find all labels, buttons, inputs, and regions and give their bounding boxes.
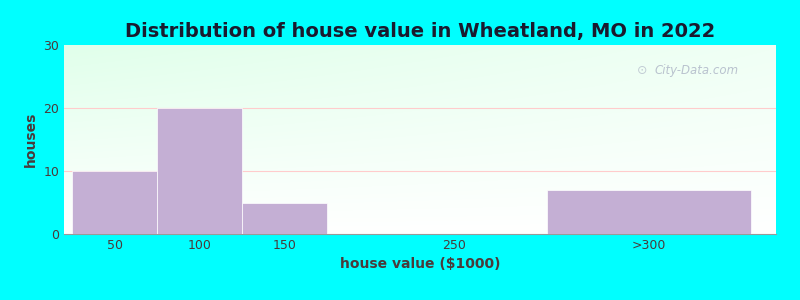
Bar — [242, 202, 326, 234]
Y-axis label: houses: houses — [24, 112, 38, 167]
Title: Distribution of house value in Wheatland, MO in 2022: Distribution of house value in Wheatland… — [125, 22, 715, 41]
Bar — [73, 171, 158, 234]
Bar — [547, 190, 750, 234]
X-axis label: house value ($1000): house value ($1000) — [340, 257, 500, 272]
Bar — [158, 108, 242, 234]
Text: ⊙: ⊙ — [637, 64, 648, 77]
Text: City-Data.com: City-Data.com — [655, 64, 739, 77]
